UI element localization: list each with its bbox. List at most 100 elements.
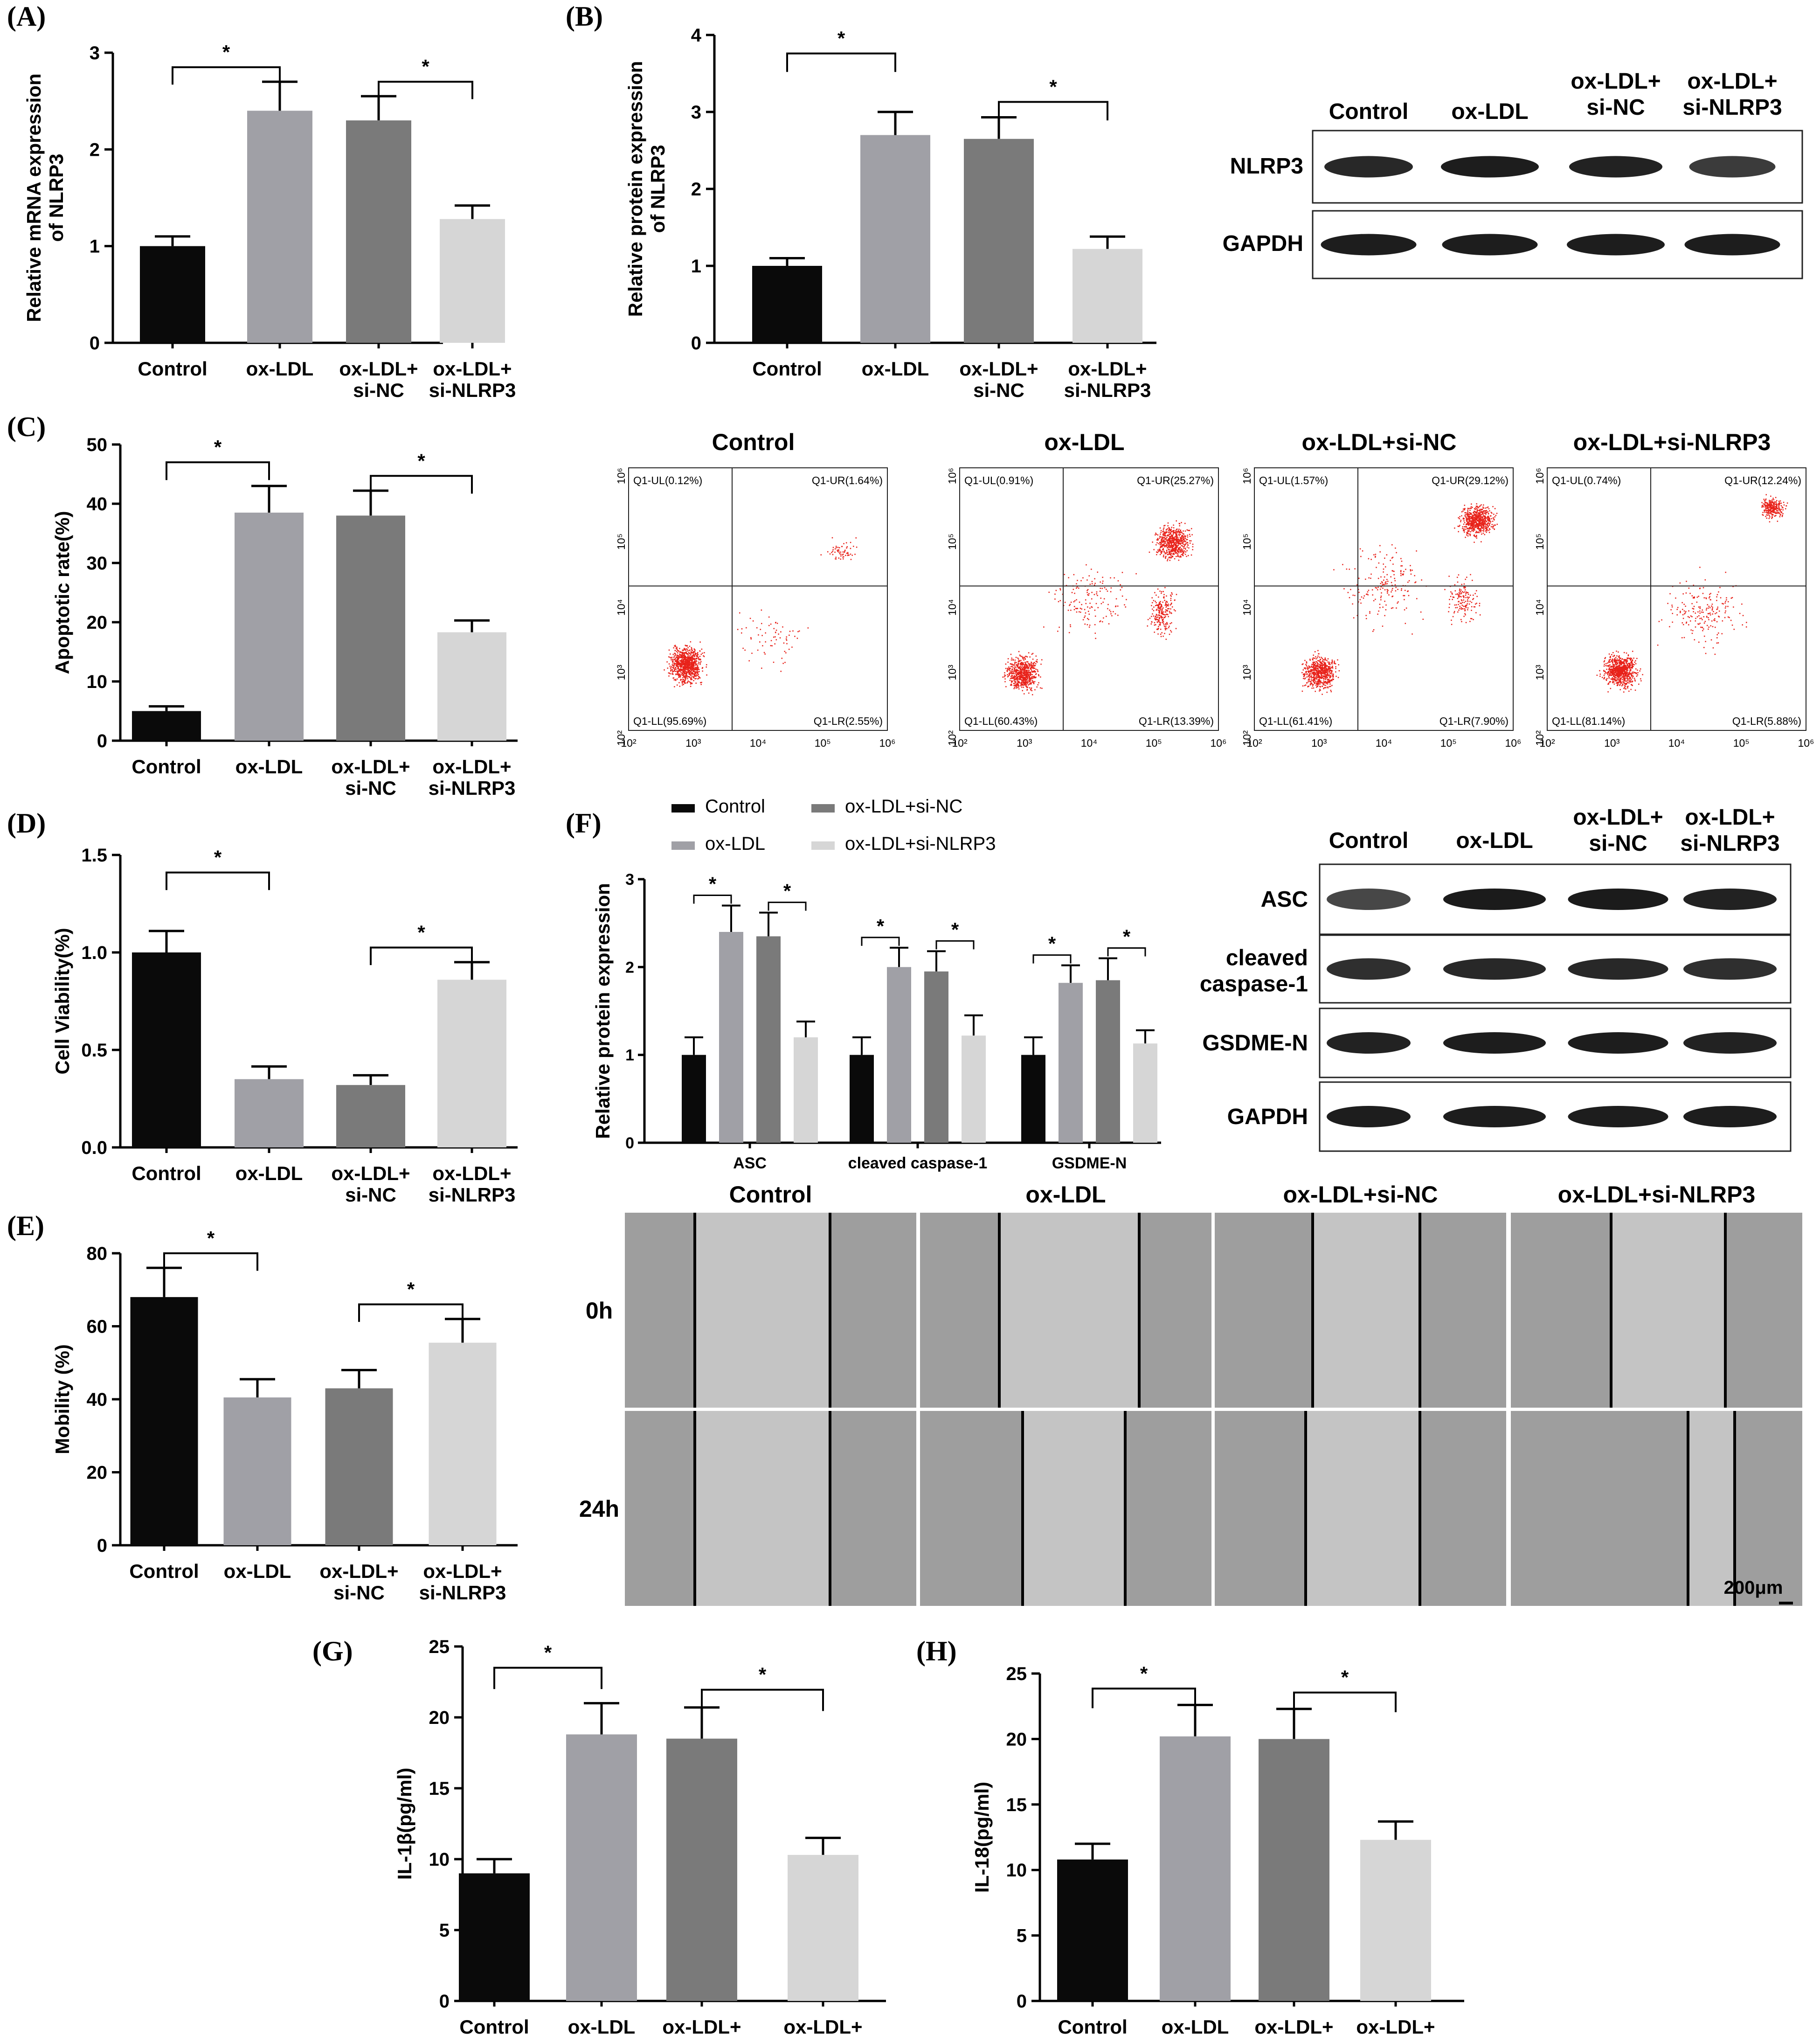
event-dot (1086, 592, 1088, 593)
event-dot (762, 645, 763, 646)
event-dot (1329, 676, 1330, 678)
event-dot (1094, 632, 1096, 634)
event-dot (1464, 508, 1466, 510)
event-dot (1304, 667, 1306, 669)
event-dot (1156, 614, 1157, 615)
y-tick-label: 0 (625, 1134, 634, 1152)
event-dot (1479, 510, 1481, 511)
event-dot (689, 681, 690, 683)
flow-y-tick: 10³ (615, 665, 627, 681)
event-dot (1026, 689, 1028, 691)
event-dot (1465, 578, 1466, 580)
event-dot (1021, 677, 1023, 679)
event-dot (674, 659, 676, 660)
event-dot (1486, 521, 1488, 522)
event-dot (1325, 659, 1327, 661)
event-dot (1115, 598, 1117, 600)
event-dot (1421, 579, 1422, 581)
event-dot (1481, 524, 1482, 526)
event-dot (1444, 589, 1446, 590)
event-dot (1468, 517, 1470, 519)
event-dot (1470, 516, 1471, 518)
event-dot (1330, 670, 1332, 672)
event-dot (1361, 596, 1363, 598)
event-dot (680, 654, 681, 656)
event-dot (1474, 528, 1475, 529)
event-dot (1172, 535, 1173, 537)
event-dot (671, 661, 673, 662)
event-dot (1165, 628, 1166, 629)
event-dot (796, 638, 798, 639)
event-dot (1484, 518, 1486, 520)
event-dot (1158, 611, 1160, 613)
event-dot (682, 670, 684, 672)
event-dot (689, 667, 691, 669)
flow-title: ox-LDL+si-NC (1302, 429, 1457, 455)
event-dot (683, 674, 684, 676)
event-dot (1312, 680, 1314, 681)
event-dot (1175, 546, 1177, 547)
event-dot (691, 658, 692, 660)
event-dot (1328, 668, 1329, 670)
event-dot (1477, 506, 1479, 508)
event-dot (1318, 673, 1319, 674)
event-dot (1483, 525, 1485, 526)
event-dot (1325, 665, 1327, 666)
event-dot (1323, 680, 1324, 682)
event-dot (1460, 589, 1462, 591)
event-dot (1352, 603, 1353, 605)
event-dot (1163, 594, 1165, 596)
event-dot (691, 683, 693, 684)
event-dot (1493, 524, 1495, 526)
event-dot (1033, 664, 1035, 666)
event-dot (1170, 596, 1172, 597)
event-dot (1179, 539, 1180, 541)
event-dot (1020, 668, 1022, 670)
event-dot (1462, 596, 1464, 597)
event-dot (1091, 591, 1093, 593)
event-dot (1628, 690, 1630, 692)
event-dot (1027, 661, 1029, 663)
event-dot (1405, 607, 1407, 609)
event-dot (680, 679, 682, 680)
event-dot (1629, 670, 1631, 671)
event-dot (685, 665, 686, 666)
bar-ox-LDL+si-NLRP3 (440, 219, 505, 343)
event-dot (1491, 512, 1493, 514)
event-dot (1328, 671, 1330, 673)
event-dot (1469, 516, 1471, 518)
event-dot (693, 671, 695, 672)
event-dot (1308, 671, 1309, 672)
event-dot (1312, 669, 1313, 671)
event-dot (847, 554, 849, 556)
flow-x-tick: 10⁴ (750, 737, 766, 749)
event-dot (1017, 665, 1019, 667)
event-dot (1168, 533, 1170, 535)
event-dot (1313, 672, 1314, 674)
event-dot (1006, 669, 1008, 671)
event-dot (1480, 520, 1481, 522)
event-dot (1313, 668, 1315, 670)
event-dot (1154, 618, 1156, 619)
event-dot (1014, 670, 1016, 672)
event-dot (1018, 674, 1020, 675)
event-dot (1043, 626, 1045, 628)
event-dot (1157, 588, 1159, 590)
event-dot (1467, 509, 1468, 511)
event-dot (1030, 674, 1031, 675)
event-dot (1019, 678, 1021, 680)
event-dot (686, 667, 688, 668)
event-dot (1028, 681, 1030, 682)
event-dot (1174, 539, 1175, 540)
event-dot (1474, 520, 1476, 521)
event-dot (1178, 539, 1179, 540)
event-dot (699, 671, 700, 673)
event-dot (695, 665, 697, 666)
bar-ox-LDL+si-NC (336, 1085, 405, 1147)
event-dot (683, 674, 685, 675)
event-dot (701, 667, 703, 669)
event-dot (1460, 592, 1462, 594)
event-dot (1088, 575, 1090, 576)
event-dot (1472, 518, 1474, 520)
